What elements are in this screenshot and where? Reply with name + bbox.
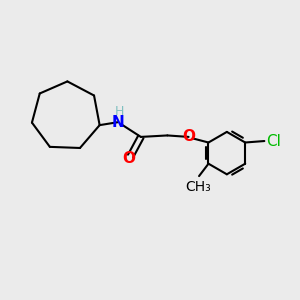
Text: CH₃: CH₃ <box>186 180 211 194</box>
Text: H: H <box>115 105 124 119</box>
Text: O: O <box>182 129 195 144</box>
Text: O: O <box>123 151 136 166</box>
Text: N: N <box>112 115 124 130</box>
Text: Cl: Cl <box>266 134 281 148</box>
